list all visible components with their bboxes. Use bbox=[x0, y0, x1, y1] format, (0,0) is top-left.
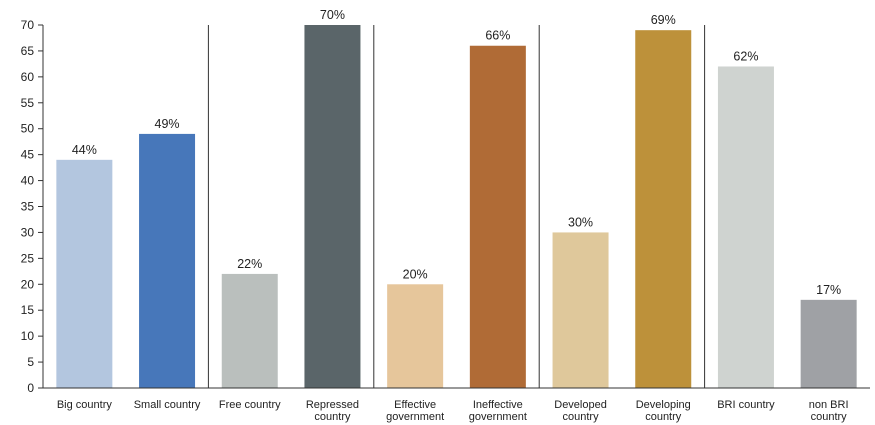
bar bbox=[717, 66, 774, 388]
x-category-label: Big country bbox=[57, 399, 113, 411]
bar bbox=[387, 284, 444, 388]
bar-value-label: 44% bbox=[72, 143, 97, 157]
y-tick-label: 20 bbox=[21, 277, 35, 291]
bar bbox=[552, 232, 609, 388]
y-tick-label: 25 bbox=[21, 251, 35, 265]
x-category-label: non BRI country bbox=[809, 399, 849, 423]
y-tick-label: 10 bbox=[21, 329, 35, 343]
x-category-label: Developing country bbox=[636, 399, 691, 423]
bar bbox=[139, 133, 196, 388]
bar bbox=[800, 299, 857, 388]
bar-value-label: 22% bbox=[237, 257, 262, 271]
x-category-label: BRI country bbox=[717, 399, 775, 411]
bar-value-label: 30% bbox=[568, 215, 593, 229]
y-tick-label: 60 bbox=[21, 70, 35, 84]
y-tick-label: 55 bbox=[21, 96, 35, 110]
y-tick-label: 50 bbox=[21, 122, 35, 136]
bar bbox=[221, 273, 278, 388]
bars: 44% 49% 22% 70% 20% 66% 30% 69% 62% 17% bbox=[56, 8, 857, 388]
y-tick-label: 70 bbox=[21, 18, 35, 32]
bar-value-label: 49% bbox=[155, 117, 180, 131]
y-tick-label: 30 bbox=[21, 225, 35, 239]
bar-value-label: 69% bbox=[651, 13, 676, 27]
y-tick-label: 45 bbox=[21, 148, 35, 162]
group-dividers bbox=[207, 25, 706, 388]
bar-value-label: 66% bbox=[485, 29, 510, 43]
bar-value-label: 70% bbox=[320, 8, 345, 22]
y-tick-label: 0 bbox=[27, 381, 34, 395]
y-tick-label: 5 bbox=[27, 355, 34, 369]
x-category-label: Effective government bbox=[386, 399, 444, 423]
bar bbox=[304, 25, 361, 388]
y-tick-label: 15 bbox=[21, 303, 35, 317]
x-category-label: Small country bbox=[134, 399, 201, 411]
bar-value-label: 62% bbox=[733, 49, 758, 63]
x-axis: Big country Small country Free country Repr… bbox=[43, 387, 870, 423]
x-category-label: Developed country bbox=[554, 399, 607, 423]
bar bbox=[469, 45, 526, 388]
bar-value-label: 17% bbox=[816, 283, 841, 297]
bar bbox=[635, 30, 692, 388]
y-axis: 0 5 10 15 20 25 30 35 40 45 50 55 60 65 70 bbox=[21, 18, 44, 395]
x-category-label: Free country bbox=[219, 399, 281, 411]
y-tick-label: 65 bbox=[21, 44, 35, 58]
x-category-label: Repressed country bbox=[306, 399, 359, 423]
bar-value-label: 20% bbox=[403, 267, 428, 281]
x-category-label: Ineffective government bbox=[469, 399, 527, 423]
y-tick-label: 40 bbox=[21, 174, 35, 188]
bar bbox=[56, 159, 113, 388]
y-tick-label: 35 bbox=[21, 200, 35, 214]
